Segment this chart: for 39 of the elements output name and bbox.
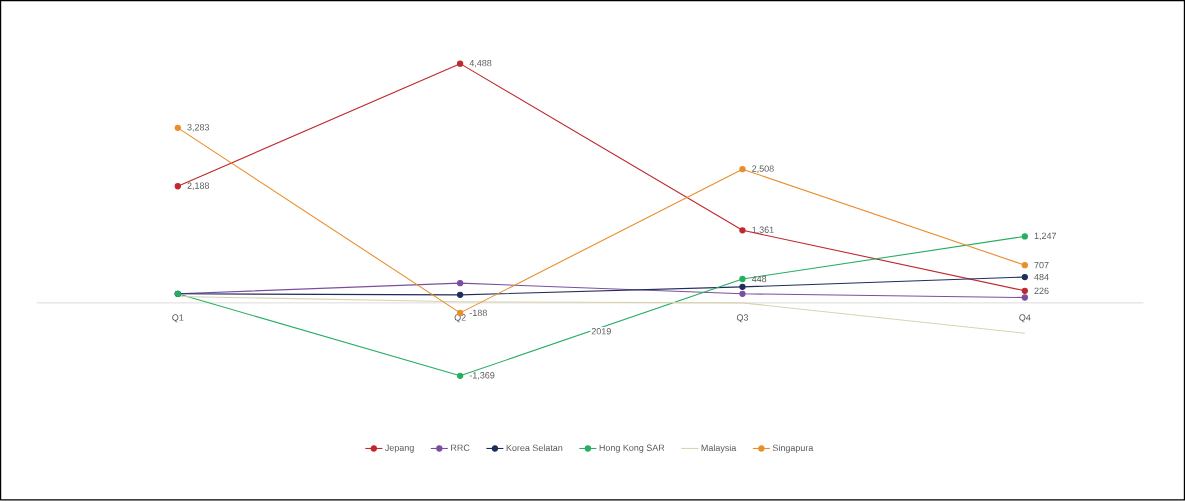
point	[739, 166, 746, 173]
point	[739, 227, 746, 234]
data-label: -1,369	[469, 372, 495, 380]
point	[456, 291, 464, 299]
x-tick-label: Q2	[454, 314, 466, 323]
point	[456, 60, 464, 68]
data-label: 484	[1034, 274, 1049, 281]
point	[1021, 294, 1028, 301]
point	[456, 280, 464, 287]
x-tick-label: Q1	[172, 314, 184, 323]
point	[174, 183, 181, 190]
data-label: -188	[469, 309, 487, 317]
data-label: 1,361	[752, 226, 774, 235]
point	[1021, 233, 1028, 240]
legend-label: Jepang	[384, 444, 414, 453]
point	[1021, 274, 1028, 281]
legend-label: Singapura	[772, 444, 814, 454]
point	[1021, 287, 1028, 295]
data-label: 707	[1034, 262, 1049, 269]
point	[456, 372, 464, 380]
point	[739, 283, 746, 291]
x-tick-label: Q4	[1019, 314, 1031, 323]
point	[174, 124, 181, 132]
legend-label: Malaysia	[701, 444, 737, 454]
data-label: 448	[751, 276, 767, 283]
data-label: 1,247	[1034, 232, 1057, 241]
point	[739, 290, 746, 298]
legend-label: Korea Selatan	[506, 444, 563, 452]
data-label: 2,508	[752, 165, 774, 174]
data-label: 226	[1034, 287, 1049, 295]
data-label: 2,188	[187, 182, 210, 191]
point	[739, 276, 746, 283]
data-label: 4,488	[469, 60, 492, 68]
x-axis-title: 2019	[591, 328, 611, 335]
legend-label: RRC	[451, 444, 470, 452]
point	[1021, 262, 1028, 269]
x-tick-label: Q3	[736, 314, 749, 323]
data-label: 3,283	[187, 124, 210, 132]
legend-label: Hong Kong SAR	[599, 444, 665, 453]
